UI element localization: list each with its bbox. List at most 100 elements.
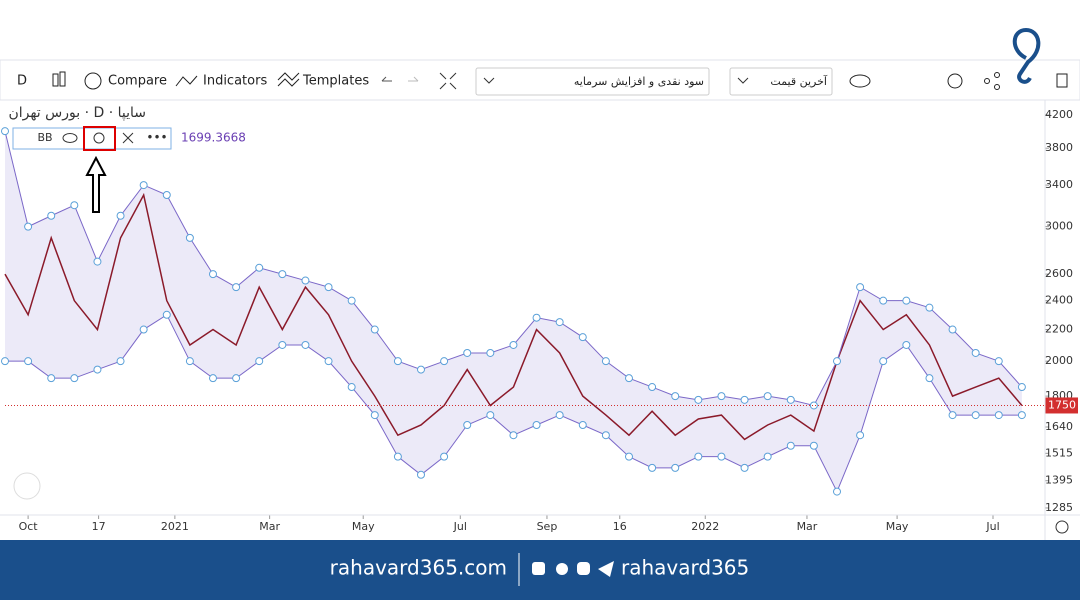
band-point xyxy=(370,411,379,420)
undo[interactable] xyxy=(381,76,392,82)
band-point xyxy=(93,365,102,374)
price-type-dropdown[interactable] xyxy=(729,67,833,96)
x-tick-label: Oct xyxy=(19,520,39,533)
band-point xyxy=(47,374,56,383)
band-point xyxy=(879,357,888,366)
eye-icon[interactable] xyxy=(62,133,78,143)
band-point xyxy=(555,411,564,420)
y-tick-label: 3000 xyxy=(1045,220,1073,233)
x-tick-label: Mar xyxy=(259,520,280,533)
price-line xyxy=(4,192,1023,441)
y-tick-label: 1285 xyxy=(1045,501,1073,514)
band-point xyxy=(278,270,287,279)
y-tick-label: 2000 xyxy=(1045,354,1073,367)
chevron xyxy=(737,77,749,84)
band-point xyxy=(948,325,957,334)
band-point xyxy=(24,357,33,366)
adjustment-dropdown[interactable] xyxy=(475,67,710,96)
last-price-tag xyxy=(1045,397,1078,414)
band-point xyxy=(232,374,241,383)
band-point xyxy=(671,392,680,401)
settings-icon[interactable] xyxy=(947,73,963,89)
templates-icon[interactable] xyxy=(277,72,300,87)
band-point xyxy=(763,392,772,401)
band-point xyxy=(232,283,241,292)
band-point xyxy=(440,452,449,461)
axis-settings[interactable] xyxy=(1055,520,1069,534)
footer-website: rahavard365.com xyxy=(330,556,507,580)
band-point xyxy=(440,357,449,366)
y-tick-label: 1395 xyxy=(1045,474,1073,487)
symbol-legend: بورس تهران · D · سایپا xyxy=(8,105,146,121)
x-tick-label: 16 xyxy=(613,520,627,533)
eye-icon[interactable] xyxy=(849,74,871,88)
band-point xyxy=(463,348,472,357)
redo[interactable] xyxy=(408,76,419,82)
band-point xyxy=(255,263,264,272)
fullscreen[interactable] xyxy=(439,72,457,90)
y-tick-label: 3400 xyxy=(1045,178,1073,191)
band-point xyxy=(532,420,541,429)
band-point xyxy=(324,283,333,292)
band-point xyxy=(1017,411,1026,420)
band-point xyxy=(1017,383,1026,392)
band-point xyxy=(625,374,633,383)
band-point xyxy=(740,395,749,404)
band-point xyxy=(786,441,795,450)
x-tick-label: Jul xyxy=(453,520,467,533)
band-point xyxy=(625,452,633,461)
band-point xyxy=(856,431,865,440)
band-point xyxy=(301,276,310,285)
y-tick-label: 3800 xyxy=(1045,141,1073,154)
band-point xyxy=(578,333,587,342)
band-point xyxy=(1,357,9,366)
footer-handle: rahavard365 xyxy=(621,556,749,580)
candle-icon[interactable] xyxy=(52,71,66,87)
band-point xyxy=(786,395,795,404)
band-point xyxy=(139,325,148,334)
compare-button[interactable]: Compare xyxy=(108,74,167,89)
more[interactable]: ••• xyxy=(146,131,167,145)
templates-button[interactable]: Templates xyxy=(302,74,369,89)
band-fill xyxy=(5,131,1022,492)
x-tick-label: 17 xyxy=(92,520,106,533)
indicators-icon[interactable] xyxy=(175,75,198,87)
band-point xyxy=(486,348,495,357)
band-point xyxy=(902,340,911,349)
indicator-name[interactable]: BB xyxy=(37,131,52,144)
band-point xyxy=(555,318,564,327)
band-point xyxy=(879,296,888,305)
band-point xyxy=(925,374,934,383)
share-icon[interactable] xyxy=(984,72,1000,90)
band-point xyxy=(209,374,217,383)
interval[interactable]: D xyxy=(17,74,27,89)
compare-icon[interactable] xyxy=(84,72,102,90)
trash-icon[interactable] xyxy=(1056,73,1068,88)
band-point xyxy=(70,201,79,210)
y-tick-label: 1640 xyxy=(1045,420,1073,433)
band-point xyxy=(162,310,171,319)
band-point xyxy=(925,303,934,312)
band-point xyxy=(278,340,287,349)
band-point xyxy=(93,257,102,266)
indicator-settings[interactable] xyxy=(93,132,105,144)
remove-indicator[interactable] xyxy=(122,132,134,144)
band-point xyxy=(116,211,125,220)
band-point xyxy=(601,357,610,366)
top-blank xyxy=(0,0,1080,60)
band-point xyxy=(185,357,194,366)
band-point xyxy=(809,401,818,410)
band-point xyxy=(717,452,726,461)
band-point xyxy=(763,452,772,461)
band-point xyxy=(347,296,356,305)
indicator-value: 1699.3668 xyxy=(181,131,246,145)
price-type-label: آخرین قیمت xyxy=(770,74,828,88)
band-point xyxy=(648,383,657,392)
band-point xyxy=(393,357,402,366)
x-tick-label: Mar xyxy=(797,520,818,533)
band-point xyxy=(601,431,610,440)
indicators-button[interactable]: Indicators xyxy=(203,74,267,89)
band-point xyxy=(994,357,1003,366)
